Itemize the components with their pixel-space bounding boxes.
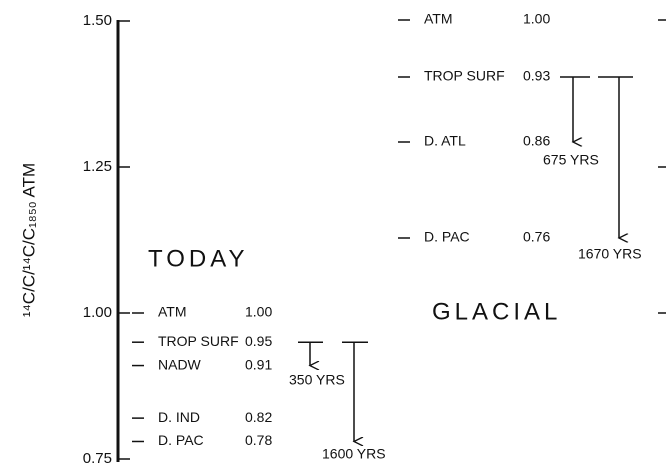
item-name: D. IND bbox=[158, 409, 200, 425]
item-value: 0.91 bbox=[245, 356, 272, 372]
panel-title: TODAY bbox=[148, 245, 248, 272]
item-value: 0.86 bbox=[523, 133, 550, 149]
item-value: 0.82 bbox=[245, 409, 272, 425]
y-tick-label: 1.25 bbox=[83, 158, 112, 175]
panel-title: GLACIAL bbox=[432, 298, 561, 325]
item-value: 1.00 bbox=[523, 11, 550, 27]
item-name: TROP SURF bbox=[158, 333, 239, 349]
item-name: ATM bbox=[424, 11, 453, 27]
item-value: 0.95 bbox=[245, 333, 272, 349]
item-value: 0.76 bbox=[523, 229, 550, 245]
arrow-label: 1670 YRS bbox=[578, 246, 642, 262]
item-name: TROP SURF bbox=[424, 68, 505, 84]
item-name: D. PAC bbox=[424, 229, 470, 245]
arrow-label: 1600 YRS bbox=[322, 446, 386, 462]
item-name: D. ATL bbox=[424, 133, 466, 149]
item-name: ATM bbox=[158, 304, 187, 320]
item-value: 1.00 bbox=[245, 304, 272, 320]
y-tick-label: 1.00 bbox=[83, 304, 112, 321]
item-value: 0.78 bbox=[245, 432, 272, 448]
y-tick-label: 0.75 bbox=[83, 450, 112, 464]
y-axis-label: ¹⁴C/C/¹⁴C/C₁₈₅₀ ATM bbox=[19, 163, 38, 317]
arrow-label: 675 YRS bbox=[543, 152, 599, 168]
item-name: D. PAC bbox=[158, 432, 204, 448]
arrow-label: 350 YRS bbox=[289, 372, 345, 388]
item-name: NADW bbox=[158, 356, 202, 372]
item-value: 0.93 bbox=[523, 68, 550, 84]
y-tick-label: 1.50 bbox=[83, 12, 112, 29]
